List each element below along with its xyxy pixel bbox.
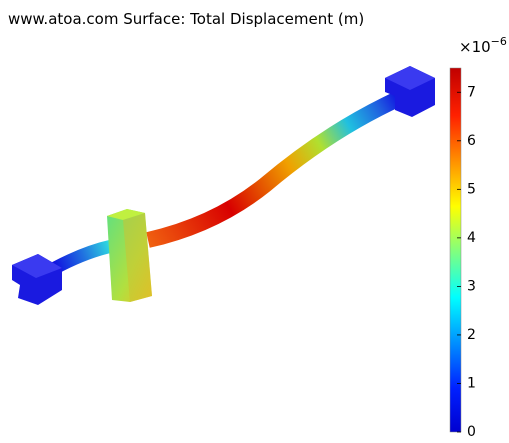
colorbar-tick-label: 4 xyxy=(467,230,476,246)
colorbar-scale-exponent: −6 xyxy=(491,35,507,48)
colorbar-tick-label: 7 xyxy=(467,84,476,100)
colorbar-tick-label: 0 xyxy=(467,424,476,439)
colorbar-scale: ×10−6 xyxy=(459,35,507,56)
colorbar-tick-label: 2 xyxy=(467,327,476,343)
colorbar-tick-label: 5 xyxy=(467,181,476,197)
colorbar-scale-base: ×10 xyxy=(459,38,491,56)
colorbar-tick-label: 1 xyxy=(467,375,476,391)
colorbar-tick-label: 3 xyxy=(467,278,476,294)
colorbar xyxy=(450,68,461,432)
plot: www.atoa.com Surface: Total Displacement… xyxy=(0,0,509,439)
model xyxy=(12,66,435,305)
plot-title: www.atoa.com Surface: Total Displacement… xyxy=(8,10,364,28)
colorbar-tick-label: 6 xyxy=(467,133,476,149)
